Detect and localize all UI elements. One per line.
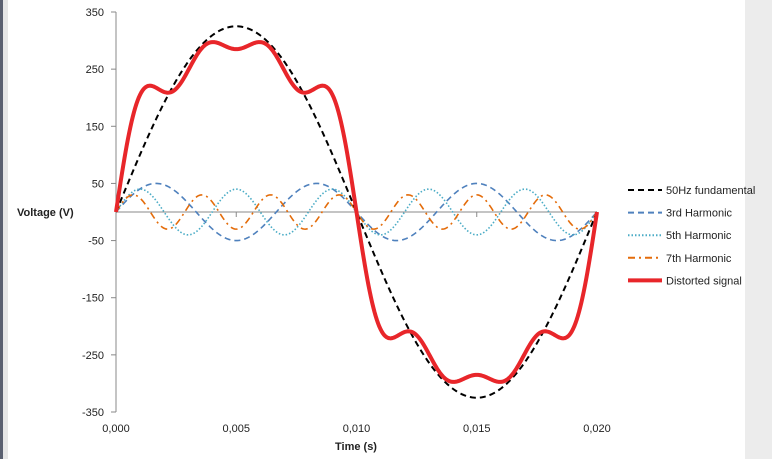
legend-item: Distorted signal [628,275,742,287]
y-tick-label: 50 [92,178,104,190]
legend-item: 50Hz fundamental [628,185,755,197]
y-axis-label: Voltage (V) [17,207,74,219]
x-tick-label: 0,005 [222,423,250,435]
window-left-edge [0,0,3,459]
window-left-border [3,0,8,459]
y-tick-label: 350 [86,7,104,19]
series-line-50hz-fundamental [115,25,598,399]
legend-label: 50Hz fundamental [666,185,755,197]
legend-label: 3rd Harmonic [666,208,733,220]
legend: 50Hz fundamental 3rd Harmonic 5th Harmonic… [628,185,755,287]
x-tick-label: 0,000 [102,423,130,435]
axes: 350 250 150 50 -50 -150 -250 -350 0,000 0,005 0,01… [82,7,611,435]
y-tick-label: -150 [82,293,104,305]
y-tick-label: 150 [86,121,104,133]
legend-item: 3rd Harmonic [628,208,733,220]
legend-item: 5th Harmonic [628,230,732,242]
legend-label: Distorted signal [666,275,742,287]
series-lines [114,25,599,399]
x-axis-label: Time (s) [335,441,377,453]
y-tick-label: -350 [82,407,104,419]
y-tick-label: 250 [86,64,104,76]
legend-label: 5th Harmonic [666,230,732,242]
window-right-margin [745,0,772,459]
x-tick-label: 0,010 [343,423,371,435]
y-tick-label: -50 [88,236,104,248]
legend-item: 7th Harmonic [628,253,732,265]
legend-label: 7th Harmonic [666,253,732,265]
x-tick-label: 0,015 [463,423,491,435]
x-tick-label: 0,020 [583,423,611,435]
series-line-distorted-signal [114,40,599,384]
y-tick-label: -250 [82,350,104,362]
